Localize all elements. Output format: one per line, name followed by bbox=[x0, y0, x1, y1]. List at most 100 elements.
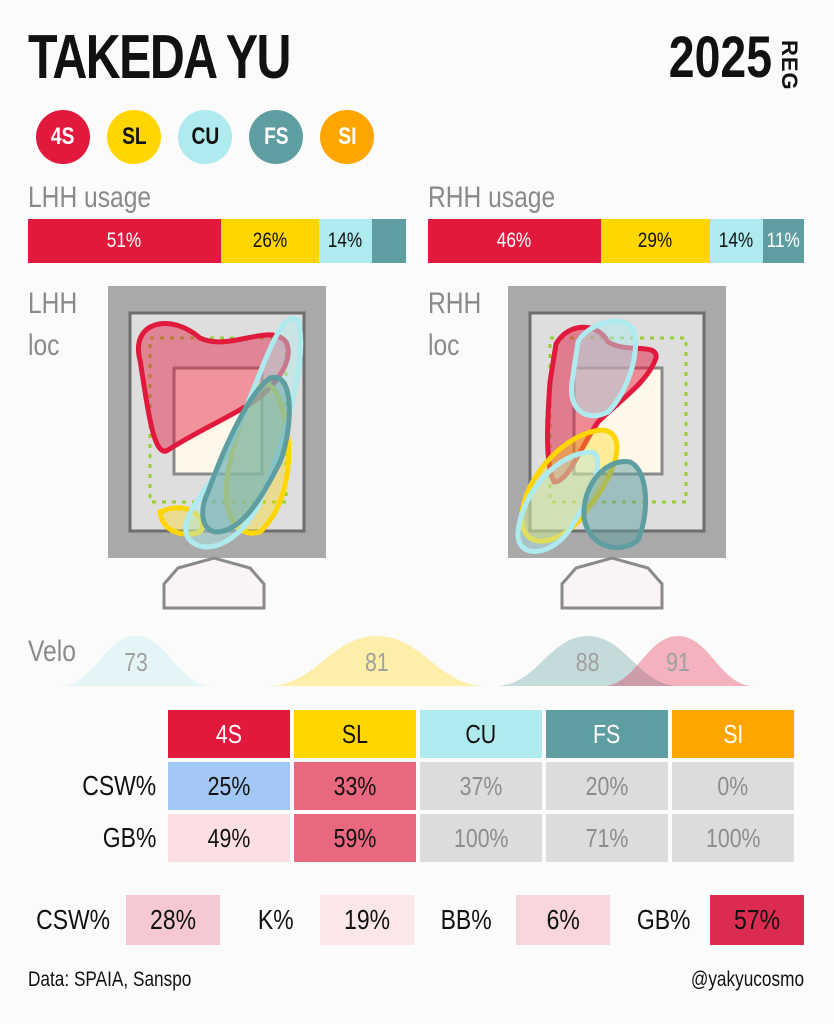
velo-label: Velo bbox=[28, 635, 76, 668]
stat-cell-value: 25% bbox=[207, 770, 251, 801]
velo-peak-label-cu: 73 bbox=[124, 648, 148, 678]
usage-segment-label: 29% bbox=[638, 229, 673, 252]
velo-peak-label-sl: 81 bbox=[365, 648, 389, 678]
usage-segment-label: 46% bbox=[497, 229, 532, 252]
row-label: CSW% bbox=[32, 762, 164, 810]
velo-distribution: 73 81 88 91 bbox=[60, 636, 754, 686]
column-header-label: CU bbox=[465, 718, 497, 749]
summary-value-box: 57% bbox=[710, 895, 804, 945]
stat-cell-value: 20% bbox=[585, 770, 629, 801]
summary-value: 28% bbox=[150, 904, 196, 935]
stat-cell-fs: 71% bbox=[546, 814, 668, 862]
data-source: Data: SPAIA, Sanspo bbox=[28, 968, 192, 991]
rhh-home-plate bbox=[560, 556, 664, 610]
lhh-usage-label: LHH usage bbox=[28, 181, 152, 214]
lhh-4s-density bbox=[135, 321, 291, 454]
stat-cell-value: 71% bbox=[585, 822, 629, 853]
pitch-chip-fs: FS bbox=[249, 110, 303, 164]
usage-segment-sl: 29% bbox=[600, 219, 710, 263]
season-type: REG bbox=[774, 40, 804, 91]
rhh-loc-label-1: RHH bbox=[428, 287, 482, 320]
summary-label-box: BB% bbox=[426, 895, 506, 945]
summary-value-box: 19% bbox=[320, 895, 414, 945]
usage-segment-fs bbox=[371, 219, 406, 263]
pitch-chip-4s: 4S bbox=[36, 110, 90, 164]
lhh-fs-density bbox=[200, 374, 292, 535]
stat-cell-value: 0% bbox=[717, 770, 749, 801]
stat-cell-sl: 59% bbox=[294, 814, 416, 862]
rhh-location-plot bbox=[508, 286, 726, 610]
usage-segment-cu: 14% bbox=[319, 219, 372, 263]
stat-cell-value: 100% bbox=[705, 822, 761, 853]
velo-peak-label-fs: 88 bbox=[576, 648, 600, 678]
stat-cell-value: 33% bbox=[333, 770, 377, 801]
season-type-label: REG bbox=[777, 40, 802, 91]
column-header-label: SL bbox=[341, 718, 369, 749]
summary-label-box: K% bbox=[236, 895, 316, 945]
pitch-chip-label: 4S bbox=[51, 123, 75, 150]
column-header-si: SI bbox=[672, 710, 794, 758]
row-label-text: GB% bbox=[102, 822, 156, 853]
table-corner bbox=[32, 710, 164, 758]
pitch-chip-label: SL bbox=[121, 123, 147, 150]
summary-label-box: CSW% bbox=[28, 895, 118, 945]
summary-label: K% bbox=[258, 904, 294, 935]
column-header-label: FS bbox=[593, 718, 621, 749]
author-handle: @yakyucosmo bbox=[690, 968, 804, 991]
pitch-chip-cu: CU bbox=[178, 110, 232, 164]
row-label-text: CSW% bbox=[82, 770, 156, 801]
usage-segment-label: 11% bbox=[766, 229, 800, 252]
player-name: TAKEDA YU bbox=[28, 23, 291, 92]
stat-cell-value: 100% bbox=[453, 822, 509, 853]
lhh-loc-label-2: loc bbox=[28, 329, 60, 362]
column-header-sl: SL bbox=[294, 710, 416, 758]
pitch-chip-label: CU bbox=[191, 123, 219, 150]
summary-value-box: 28% bbox=[126, 895, 220, 945]
lhh-home-plate bbox=[162, 556, 266, 610]
column-header-4s: 4S bbox=[168, 710, 290, 758]
usage-segment-sl: 26% bbox=[220, 219, 320, 263]
season-year: 2025 bbox=[668, 25, 772, 90]
rhh-cu-density bbox=[569, 318, 639, 419]
stat-cell-value: 37% bbox=[459, 770, 503, 801]
usage-segment-label: 26% bbox=[252, 229, 288, 252]
stat-cell-si: 100% bbox=[672, 814, 794, 862]
lhh-location-plot bbox=[108, 286, 326, 610]
pitch-chip-label: FS bbox=[263, 123, 289, 150]
column-header-label: 4S bbox=[215, 718, 243, 749]
rhh-fs-density bbox=[581, 459, 649, 551]
stat-cell-cu: 37% bbox=[420, 762, 542, 810]
usage-segment-label: 14% bbox=[719, 229, 754, 252]
stat-cell-value: 59% bbox=[333, 822, 377, 853]
summary-value: 6% bbox=[546, 904, 580, 935]
usage-segment-4s: 51% bbox=[28, 219, 221, 263]
rhh-sl-density bbox=[519, 427, 620, 544]
summary-value: 57% bbox=[734, 904, 780, 935]
stat-cell-4s: 25% bbox=[168, 762, 290, 810]
column-header-label: SI bbox=[722, 718, 744, 749]
velo-curve-sl bbox=[266, 636, 487, 686]
summary-value-box: 6% bbox=[516, 895, 610, 945]
pitch-stats-table: 4S SL CU FS SI CSW% 25% 33% 37% 20% 0% GB% 49% 59% 1… bbox=[28, 706, 798, 866]
pitch-chip-sl: SL bbox=[107, 110, 161, 164]
rhh-loc-label-2: loc bbox=[428, 329, 460, 362]
rhh-usage-label: RHH usage bbox=[428, 181, 556, 214]
stat-cell-4s: 49% bbox=[168, 814, 290, 862]
usage-segment-cu: 14% bbox=[709, 219, 763, 263]
pitch-chip-label: SI bbox=[337, 123, 357, 150]
velo-curve-4s bbox=[602, 636, 754, 686]
usage-segment-fs: 11% bbox=[762, 219, 804, 263]
summary-label: GB% bbox=[637, 904, 691, 935]
pitch-chip-si: SI bbox=[320, 110, 374, 164]
lhh-usage-bar: 51% 26% 14% bbox=[28, 219, 406, 263]
usage-segment-label: 14% bbox=[328, 229, 363, 252]
velo-peak-label-4s: 91 bbox=[666, 648, 690, 678]
stat-cell-value: 49% bbox=[207, 822, 251, 853]
stat-cell-cu: 100% bbox=[420, 814, 542, 862]
column-header-fs: FS bbox=[546, 710, 668, 758]
column-header-cu: CU bbox=[420, 710, 542, 758]
summary-label: BB% bbox=[440, 904, 492, 935]
velo-curve-cu bbox=[60, 636, 212, 686]
summary-value: 19% bbox=[344, 904, 390, 935]
stat-cell-si: 0% bbox=[672, 762, 794, 810]
